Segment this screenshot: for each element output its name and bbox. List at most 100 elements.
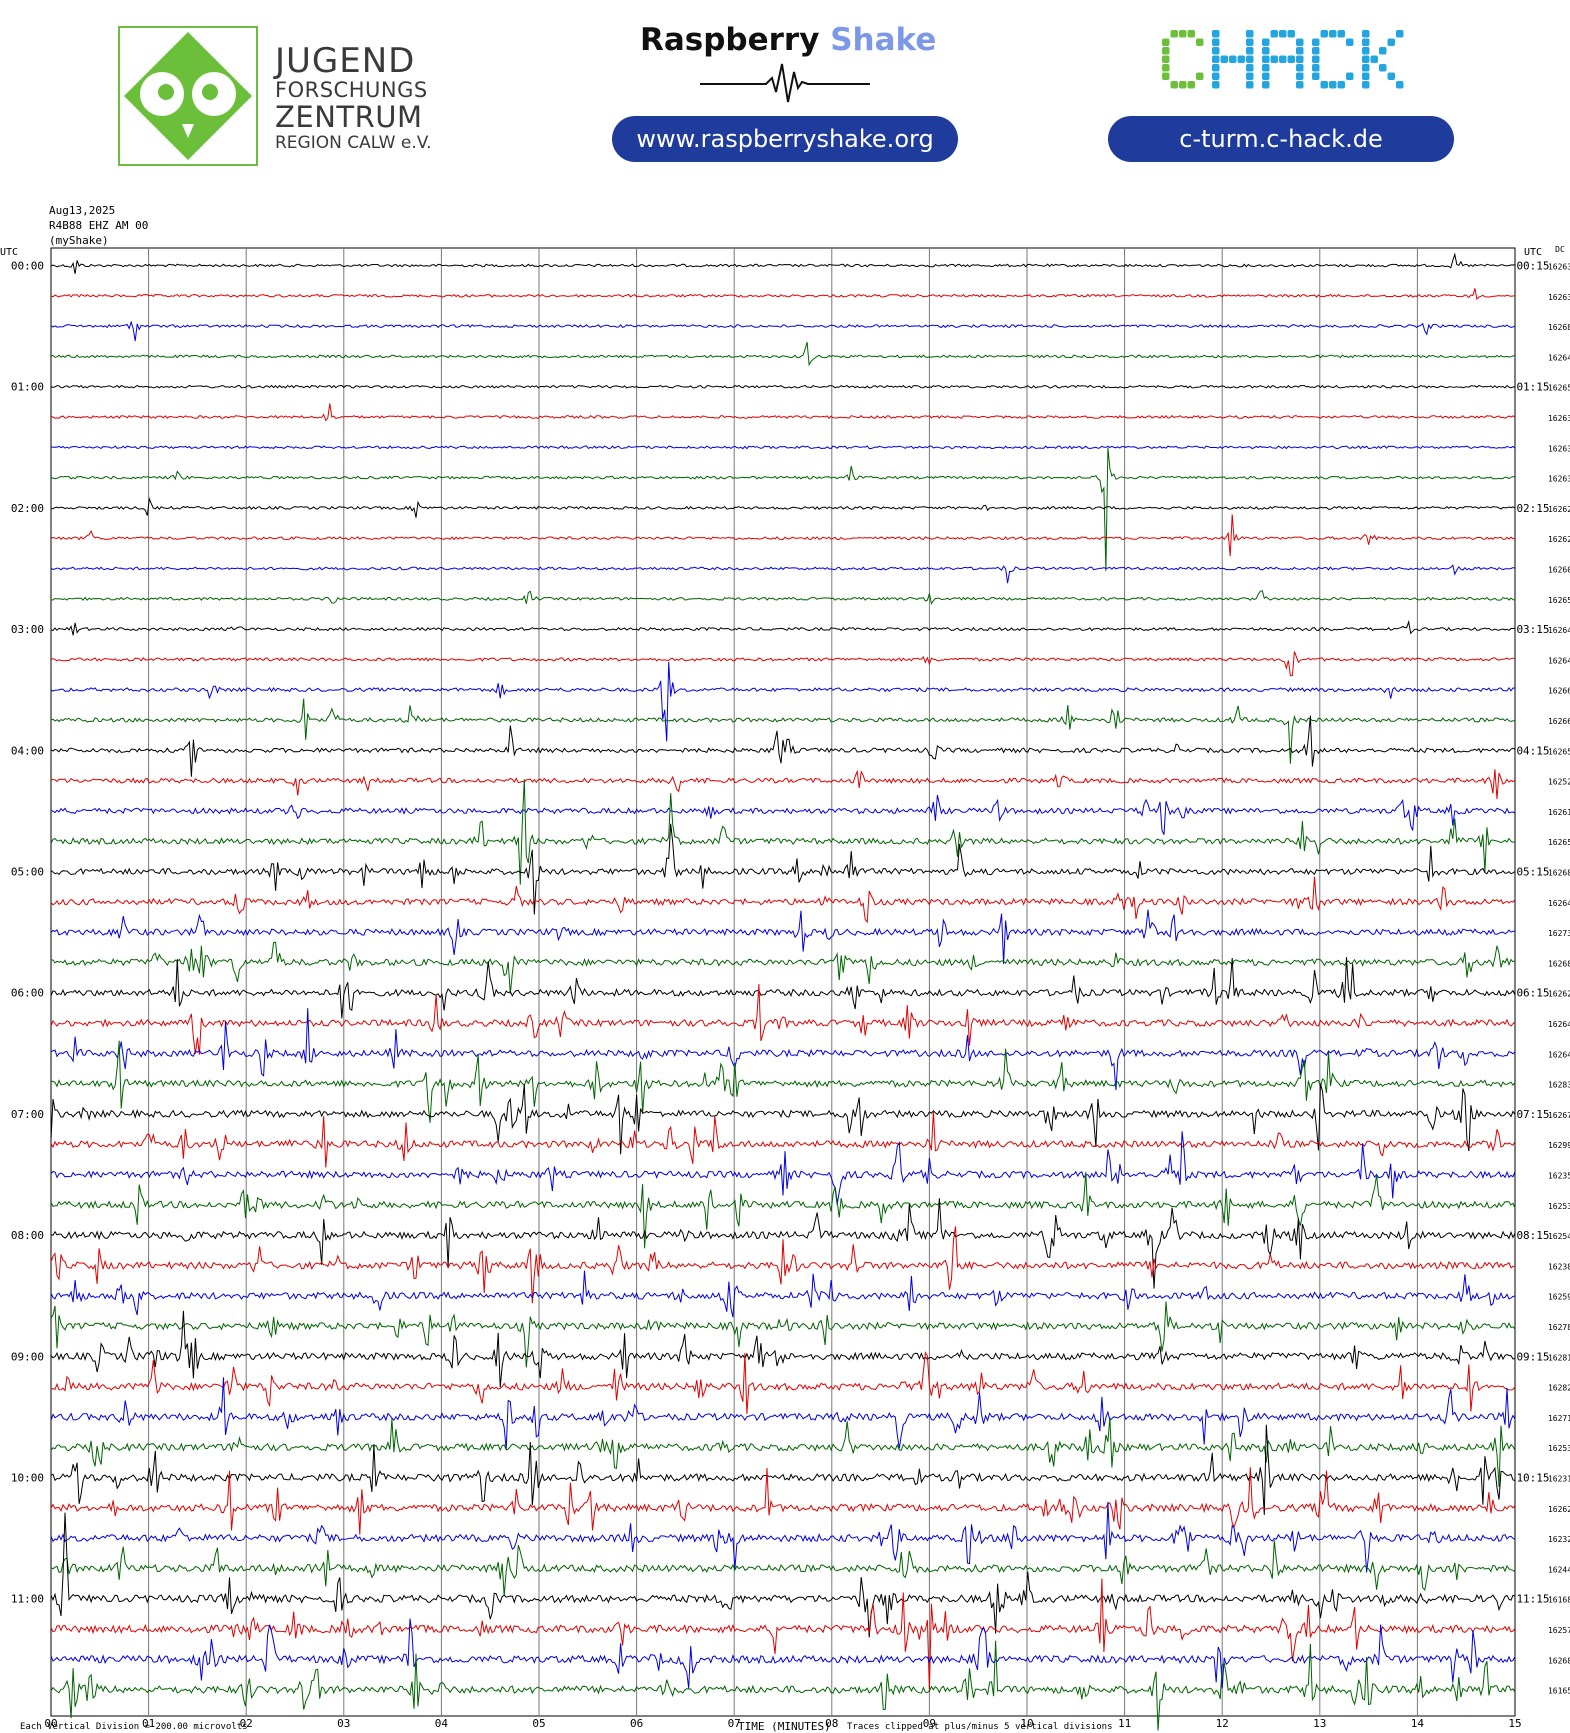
trace-line bbox=[50, 1467, 1516, 1535]
raspberry-shake-title: Raspberry Shake bbox=[640, 22, 936, 58]
dc-value-label: 16263 bbox=[1548, 414, 1570, 423]
right-time-label: 02:15 bbox=[1516, 502, 1549, 515]
chack-logo-dot bbox=[1287, 30, 1295, 38]
x-axis-label: TIME (MINUTES) bbox=[738, 1720, 831, 1733]
chack-logo-dot bbox=[1237, 55, 1245, 63]
x-tick-label: 03 bbox=[337, 1717, 350, 1730]
helicorder-plot: 00 01 02 03 04 05 06 07 08 09 10 11 12 13 14 15 UTC UTC DC… bbox=[0, 245, 1570, 1731]
dc-value-label: 16264 bbox=[1548, 626, 1570, 635]
chack-logo-dot bbox=[1162, 47, 1170, 55]
trace-line bbox=[50, 909, 1516, 965]
x-tick-label: 09 bbox=[923, 1717, 936, 1730]
chack-logo-dot bbox=[1312, 38, 1320, 46]
chack-logo-dot bbox=[1379, 47, 1387, 55]
chack-logo-dot bbox=[1246, 55, 1254, 63]
trace-line bbox=[50, 1040, 1516, 1123]
right-time-label: 01:15 bbox=[1516, 381, 1549, 394]
chack-logo-dot bbox=[1187, 30, 1195, 38]
raspberry-shake-url[interactable]: www.raspberryshake.org bbox=[612, 116, 958, 162]
dc-header-label: DC bbox=[1555, 245, 1565, 254]
left-time-label: 09:00 bbox=[11, 1350, 44, 1363]
chack-logo-dot bbox=[1346, 38, 1354, 46]
dc-value-label: 16268 bbox=[1548, 959, 1570, 968]
dc-value-label: 16263 bbox=[1548, 293, 1570, 302]
raspberry-word: Raspberry bbox=[640, 22, 820, 58]
dc-value-label: 16232 bbox=[1548, 1535, 1570, 1544]
right-time-label: 03:15 bbox=[1516, 623, 1549, 636]
chack-logo-dot bbox=[1387, 72, 1395, 80]
right-time-label: 05:15 bbox=[1516, 866, 1549, 879]
trace-line bbox=[50, 1578, 1516, 1692]
trace-line bbox=[50, 1377, 1516, 1450]
chack-logo-dot bbox=[1212, 64, 1220, 72]
chack-logo-dot bbox=[1179, 81, 1187, 89]
chack-logo-dot bbox=[1179, 30, 1187, 38]
chack-logo-dot bbox=[1362, 81, 1370, 89]
dc-value-label: 16238 bbox=[1548, 1262, 1570, 1271]
x-tick-label: 10 bbox=[1020, 1717, 1033, 1730]
chack-logo-dot bbox=[1387, 38, 1395, 46]
dc-value-label: 16266 bbox=[1548, 717, 1570, 726]
channel-code: R4B88 EHZ AM 00 bbox=[49, 219, 149, 232]
chack-logo-dot bbox=[1312, 47, 1320, 55]
x-tick-label: 05 bbox=[532, 1717, 545, 1730]
chack-logo-dot bbox=[1312, 72, 1320, 80]
trace-line bbox=[50, 794, 1516, 835]
dc-value-label: 16262 bbox=[1548, 505, 1570, 514]
x-tick-label: 04 bbox=[435, 1717, 449, 1730]
x-tick-label: 14 bbox=[1411, 1717, 1425, 1730]
chack-logo-dot bbox=[1329, 30, 1337, 38]
chack-logo-dot bbox=[1246, 47, 1254, 55]
x-tick-label: 06 bbox=[630, 1717, 643, 1730]
record-date: Aug13,2025 bbox=[49, 204, 116, 217]
chack-logo-dot bbox=[1287, 55, 1295, 63]
trace-line bbox=[50, 651, 1516, 677]
trace-line bbox=[50, 1198, 1516, 1289]
trace-line bbox=[50, 1618, 1516, 1689]
dc-value-label: 16252 bbox=[1548, 778, 1570, 787]
trace-line bbox=[50, 1351, 1516, 1414]
jfz-owl-icon bbox=[118, 26, 258, 166]
trace-line bbox=[50, 1301, 1516, 1368]
dc-value-label: 16265 bbox=[1548, 838, 1570, 847]
x-tick-label: 11 bbox=[1118, 1717, 1131, 1730]
chack-logo-dot bbox=[1279, 30, 1287, 38]
trace-line bbox=[50, 698, 1516, 764]
dc-value-label: 16265 bbox=[1548, 596, 1570, 605]
chack-logo-dot bbox=[1212, 38, 1220, 46]
chack-logo-dot bbox=[1296, 64, 1304, 72]
chack-logo-dot bbox=[1296, 38, 1304, 46]
dc-value-label: 16262 bbox=[1548, 990, 1570, 999]
dc-value-label: 16264 bbox=[1548, 899, 1570, 908]
chack-logo-dot bbox=[1396, 81, 1404, 89]
dc-value-label: 16263 bbox=[1548, 444, 1570, 453]
chack-logo-dot bbox=[1220, 55, 1228, 63]
chack-logo-dot bbox=[1212, 55, 1220, 63]
chack-url[interactable]: c-turm.c-hack.de bbox=[1108, 116, 1454, 162]
chack-logo-dot bbox=[1337, 30, 1345, 38]
trace-line bbox=[50, 876, 1516, 924]
left-time-label: 04:00 bbox=[11, 744, 44, 757]
left-time-label: 00:00 bbox=[11, 260, 44, 273]
x-tick-label: 02 bbox=[240, 1717, 253, 1730]
chack-logo-dot bbox=[1246, 38, 1254, 46]
dc-value-label: 16264 bbox=[1548, 1020, 1570, 1029]
trace-line bbox=[50, 496, 1516, 518]
dc-value-label: 16257 bbox=[1548, 1626, 1570, 1635]
chack-logo-dot bbox=[1162, 38, 1170, 46]
dc-value-label: 16283 bbox=[1548, 1081, 1570, 1090]
chack-logo-dot bbox=[1396, 30, 1404, 38]
trace-line bbox=[50, 590, 1516, 605]
dc-value-label: 16253 bbox=[1548, 1202, 1570, 1211]
trace-line bbox=[50, 941, 1516, 994]
left-time-label: 11:00 bbox=[11, 1593, 44, 1606]
right-time-label: 06:15 bbox=[1516, 987, 1549, 1000]
jfz-logo: JUGEND FORSCHUNGS ZENTRUM REGION CALW e.… bbox=[118, 26, 438, 166]
chack-logo-dot bbox=[1196, 38, 1204, 46]
chack-logo-dot bbox=[1296, 55, 1304, 63]
dc-value-label: 16273 bbox=[1548, 929, 1570, 938]
dc-value-label: 16282 bbox=[1548, 1384, 1570, 1393]
chack-logo-dot bbox=[1212, 72, 1220, 80]
chack-logo-dot bbox=[1362, 72, 1370, 80]
dc-value-label: 16165 bbox=[1548, 1687, 1570, 1696]
